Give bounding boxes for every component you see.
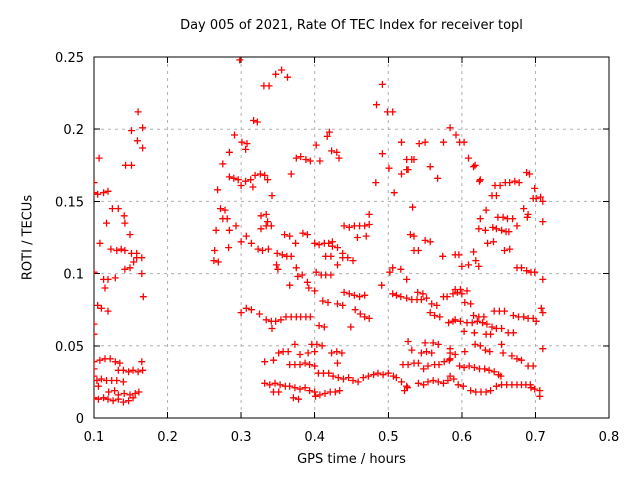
scatter-points (94, 57, 547, 406)
y-tick-label: 0.05 (55, 340, 84, 355)
plot-border (93, 56, 610, 419)
axis-ticks (93, 56, 610, 419)
x-tick-label: 0.8 (599, 430, 620, 445)
x-tick-label: 0.3 (231, 430, 252, 445)
x-tick-label: 0.5 (378, 430, 399, 445)
y-tick-label: 0.2 (63, 123, 84, 138)
x-axis-label: GPS time / hours (297, 452, 406, 467)
y-tick-label: 0.1 (63, 268, 84, 283)
x-tick-label: 0.7 (525, 430, 546, 445)
x-tick-label: 0.1 (84, 430, 105, 445)
y-tick-label: 0.15 (55, 195, 84, 210)
x-tick-label: 0.6 (452, 430, 473, 445)
x-tick-label: 0.2 (157, 430, 178, 445)
chart-title: Day 005 of 2021, Rate Of TEC Index for r… (180, 18, 523, 33)
y-tick-label: 0 (76, 412, 84, 427)
x-tick-label: 0.4 (304, 430, 325, 445)
gridlines (94, 57, 609, 418)
y-tick-label: 0.25 (55, 51, 84, 66)
